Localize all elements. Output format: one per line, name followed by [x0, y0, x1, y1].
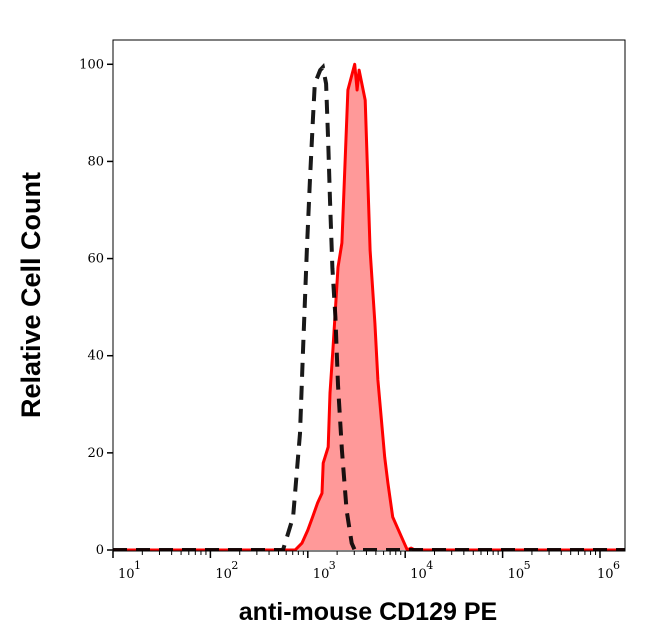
x-axis-label: anti-mouse CD129 PE	[239, 598, 497, 626]
plot-area	[113, 62, 625, 551]
x-tick-label: 10	[215, 567, 232, 582]
sample-line	[113, 62, 625, 551]
x-tick-label-exponent: 4	[426, 559, 433, 572]
x-tick-label: 10	[118, 567, 135, 582]
y-tick-label: 40	[87, 349, 104, 364]
control-dashed-line	[113, 62, 625, 551]
y-tick-label: 100	[79, 57, 104, 72]
y-axis-label: Relative Cell Count	[16, 172, 46, 418]
x-tick-label: 10	[508, 567, 525, 582]
y-tick-label: 20	[87, 446, 104, 461]
y-tick-label: 60	[87, 252, 104, 267]
x-tick-label: 10	[410, 567, 427, 582]
y-tick-label: 80	[87, 154, 104, 169]
sample-area-fill	[113, 64, 625, 551]
x-tick-label: 10	[313, 567, 330, 582]
x-tick-label-exponent: 1	[134, 559, 141, 572]
x-tick-label-exponent: 6	[613, 559, 620, 572]
x-tick-label-exponent: 2	[231, 559, 238, 572]
y-tick-label: 0	[96, 543, 104, 558]
x-tick-label-exponent: 3	[329, 559, 336, 572]
x-tick-label-exponent: 5	[524, 559, 531, 572]
x-tick-label: 10	[597, 567, 614, 582]
plot-frame	[112, 39, 626, 552]
